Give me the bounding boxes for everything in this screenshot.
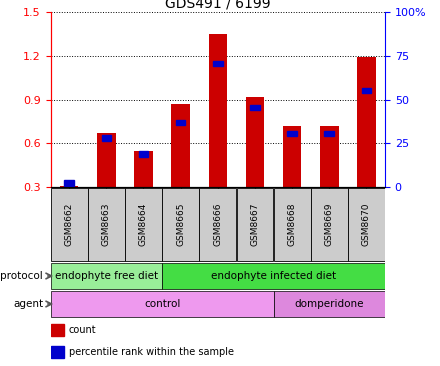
FancyBboxPatch shape xyxy=(162,188,199,261)
FancyBboxPatch shape xyxy=(88,188,125,261)
Text: agent: agent xyxy=(13,299,43,309)
Text: count: count xyxy=(69,325,97,335)
Bar xyxy=(287,131,297,137)
Text: GSM8668: GSM8668 xyxy=(288,203,297,246)
Text: GSM8666: GSM8666 xyxy=(213,203,222,246)
Bar xyxy=(139,151,148,157)
Bar xyxy=(51,346,64,358)
Bar xyxy=(209,34,227,187)
FancyBboxPatch shape xyxy=(348,188,385,261)
Bar xyxy=(64,180,74,186)
FancyBboxPatch shape xyxy=(274,188,311,261)
Text: GSM8662: GSM8662 xyxy=(65,203,73,246)
FancyBboxPatch shape xyxy=(125,188,162,261)
Bar xyxy=(176,120,186,126)
Bar xyxy=(283,126,301,187)
Bar xyxy=(362,88,371,93)
FancyBboxPatch shape xyxy=(51,291,274,317)
Text: GSM8667: GSM8667 xyxy=(250,203,260,246)
FancyBboxPatch shape xyxy=(199,188,236,261)
Text: GSM8664: GSM8664 xyxy=(139,203,148,246)
Text: control: control xyxy=(144,299,180,309)
Bar xyxy=(250,105,260,110)
Text: endophyte free diet: endophyte free diet xyxy=(55,271,158,281)
FancyBboxPatch shape xyxy=(274,291,385,317)
Text: domperidone: domperidone xyxy=(294,299,364,309)
Bar xyxy=(171,104,190,187)
Bar xyxy=(134,150,153,187)
Title: GDS491 / 6199: GDS491 / 6199 xyxy=(165,0,271,11)
Bar xyxy=(320,126,338,187)
Bar xyxy=(60,186,78,187)
Bar xyxy=(97,133,116,187)
Bar xyxy=(102,135,111,141)
Text: protocol: protocol xyxy=(0,271,43,281)
FancyBboxPatch shape xyxy=(51,188,88,261)
Bar xyxy=(324,131,334,137)
Text: GSM8665: GSM8665 xyxy=(176,203,185,246)
Text: GSM8670: GSM8670 xyxy=(362,203,371,246)
FancyBboxPatch shape xyxy=(162,263,385,289)
Bar xyxy=(246,97,264,187)
Text: GSM8669: GSM8669 xyxy=(325,203,334,246)
FancyBboxPatch shape xyxy=(237,188,273,261)
Text: GSM8663: GSM8663 xyxy=(102,203,111,246)
Bar xyxy=(357,57,376,187)
FancyBboxPatch shape xyxy=(311,188,348,261)
FancyBboxPatch shape xyxy=(51,263,162,289)
Text: endophyte infected diet: endophyte infected diet xyxy=(211,271,336,281)
Bar xyxy=(213,61,223,66)
Text: percentile rank within the sample: percentile rank within the sample xyxy=(69,347,234,357)
Bar xyxy=(51,324,64,336)
